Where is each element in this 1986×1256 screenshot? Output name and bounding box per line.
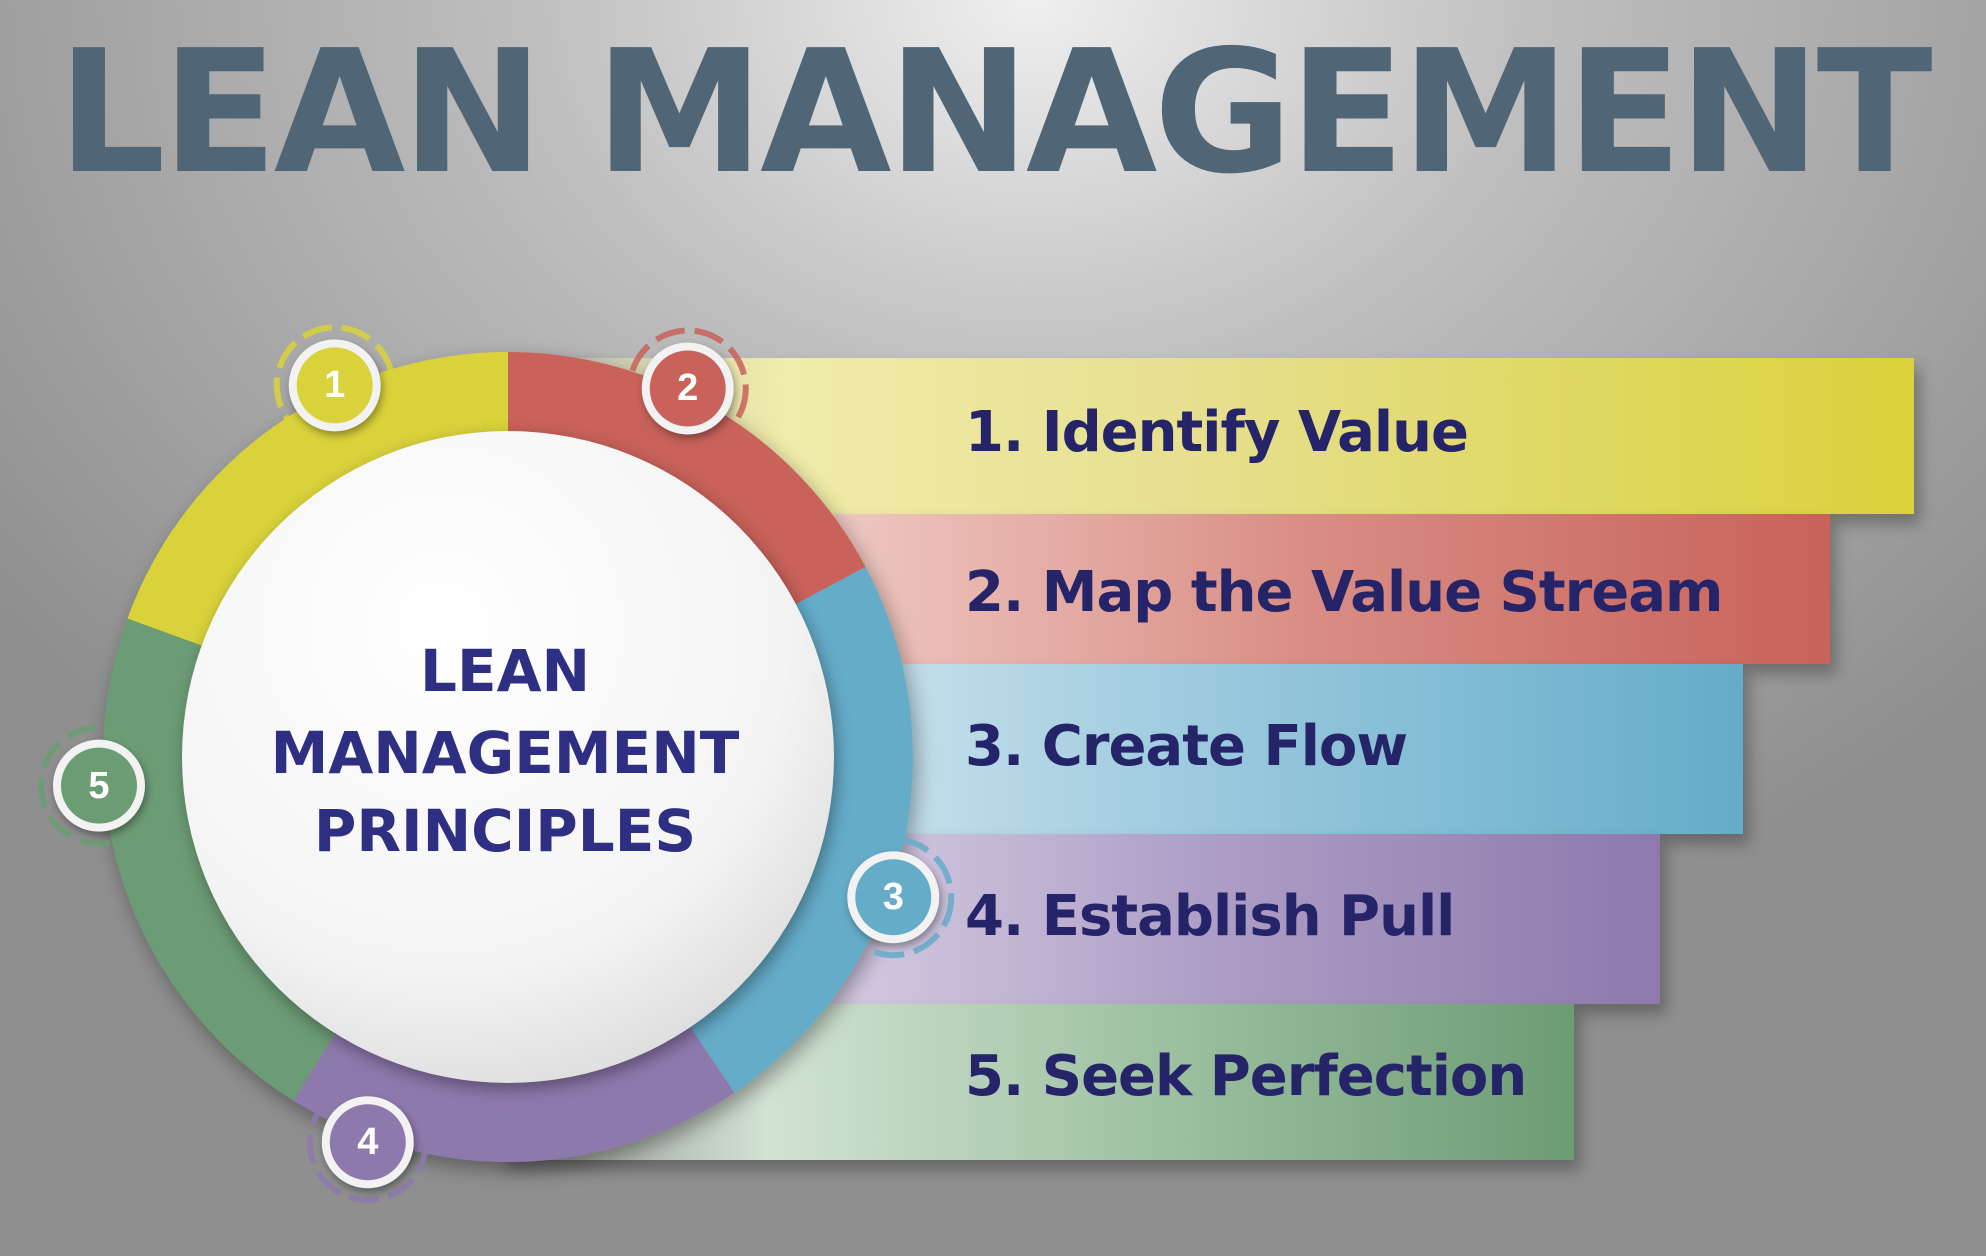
badge-number-2: 2 [677, 367, 699, 410]
center-label-line3: PRINCIPLES [313, 797, 697, 865]
badge-halo-5 [37, 724, 160, 847]
badge-halo-3 [832, 836, 955, 959]
principle-label-4: 4. Establish Pull [965, 884, 1455, 949]
principle-label-3: 3. Create Flow [965, 714, 1408, 779]
center-label-line1: LEAN [419, 637, 590, 705]
badge-halo-4 [306, 1081, 429, 1204]
badge-3 [855, 859, 932, 936]
badge-1 [296, 347, 373, 424]
page-title: LEAN MANAGEMENT [57, 14, 1932, 212]
ring-segment-2 [508, 352, 866, 608]
badge-4 [329, 1104, 406, 1181]
center-circle [182, 431, 834, 1083]
badge-5 [60, 747, 137, 824]
principle-label-5: 5. Seek Perfection [965, 1044, 1527, 1109]
badge-number-1: 1 [324, 364, 346, 407]
badge-halo-1 [273, 324, 396, 447]
badge-number-5: 5 [88, 764, 110, 807]
badge-number-3: 3 [882, 876, 904, 919]
ring-segment-3 [685, 566, 914, 1093]
badge-2 [649, 350, 726, 427]
center-label-line2: MANAGEMENT [270, 719, 740, 787]
principle-label-1: 1. Identify Value [965, 400, 1469, 465]
badge-number-4: 4 [357, 1121, 379, 1164]
badge-halo-2 [626, 327, 749, 450]
principle-label-2: 2. Map the Value Stream [965, 560, 1723, 625]
